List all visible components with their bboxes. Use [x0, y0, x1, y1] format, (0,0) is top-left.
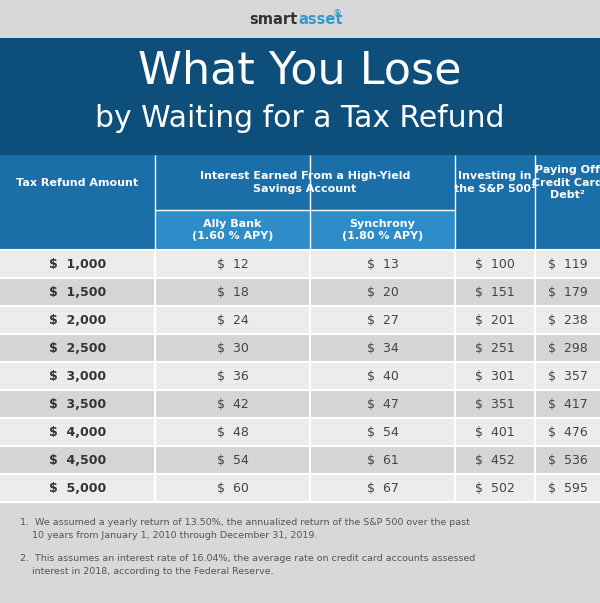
Text: $  2,000: $ 2,000 [49, 314, 106, 326]
Text: Investing in
the S&P 500¹: Investing in the S&P 500¹ [454, 171, 536, 194]
Bar [0, 334, 600, 362]
Text: $  452: $ 452 [475, 453, 515, 467]
Text: $  401: $ 401 [475, 426, 515, 438]
Text: $  1,500: $ 1,500 [49, 285, 106, 298]
Text: $  119: $ 119 [548, 257, 587, 271]
Text: $  54: $ 54 [217, 453, 248, 467]
Text: $  30: $ 30 [217, 341, 248, 355]
Text: $  2,500: $ 2,500 [49, 341, 106, 355]
Text: $  47: $ 47 [367, 397, 398, 411]
Text: Paying Off
Credit Card
Debt²: Paying Off Credit Card Debt² [532, 165, 600, 200]
Text: $  1,000: $ 1,000 [49, 257, 106, 271]
Text: $  3,500: $ 3,500 [49, 397, 106, 411]
Text: $  179: $ 179 [548, 285, 587, 298]
Bar [535, 210, 600, 250]
Bar [0, 474, 600, 502]
Text: $  24: $ 24 [217, 314, 248, 326]
Text: $  100: $ 100 [475, 257, 515, 271]
Text: 1.  We assumed a yearly return of 13.50%, the annualized return of the S&P 500 o: 1. We assumed a yearly return of 13.50%,… [20, 518, 470, 540]
Text: Ally Bank
(1.60 % APY): Ally Bank (1.60 % APY) [192, 219, 273, 241]
Text: 2.  This assumes an interest rate of 16.04%, the average rate on credit card acc: 2. This assumes an interest rate of 16.0… [20, 554, 475, 576]
Text: $  238: $ 238 [548, 314, 587, 326]
Bar [0, 362, 600, 390]
Text: by Waiting for a Tax Refund: by Waiting for a Tax Refund [95, 104, 505, 133]
Text: $  20: $ 20 [367, 285, 398, 298]
Text: $  417: $ 417 [548, 397, 587, 411]
Text: $  5,000: $ 5,000 [49, 482, 106, 494]
Bar [0, 38, 600, 155]
Text: Interest Earned From a High-Yield
Savings Account: Interest Earned From a High-Yield Saving… [200, 171, 410, 194]
Text: $  54: $ 54 [367, 426, 398, 438]
Text: $  12: $ 12 [217, 257, 248, 271]
Text: $  595: $ 595 [548, 482, 587, 494]
Bar [0, 210, 155, 250]
Bar [455, 210, 535, 250]
Text: $  60: $ 60 [217, 482, 248, 494]
Text: $  27: $ 27 [367, 314, 398, 326]
Text: $  4,500: $ 4,500 [49, 453, 106, 467]
Text: $  357: $ 357 [548, 370, 587, 382]
Text: $  251: $ 251 [475, 341, 515, 355]
Bar [0, 418, 600, 446]
Text: $  4,000: $ 4,000 [49, 426, 106, 438]
Text: $  298: $ 298 [548, 341, 587, 355]
Text: What You Lose: What You Lose [138, 49, 462, 92]
Text: $  40: $ 40 [367, 370, 398, 382]
Bar [0, 502, 600, 603]
Text: $  34: $ 34 [367, 341, 398, 355]
Bar [0, 306, 600, 334]
Bar [155, 210, 455, 250]
Text: $  3,000: $ 3,000 [49, 370, 106, 382]
Bar [0, 155, 600, 210]
Bar [0, 390, 600, 418]
Text: smart: smart [250, 11, 298, 27]
Text: $  61: $ 61 [367, 453, 398, 467]
Text: $  502: $ 502 [475, 482, 515, 494]
Bar [0, 278, 600, 306]
Text: $  48: $ 48 [217, 426, 248, 438]
Text: ®: ® [333, 10, 342, 19]
Text: $  536: $ 536 [548, 453, 587, 467]
Text: $  351: $ 351 [475, 397, 515, 411]
Text: $  67: $ 67 [367, 482, 398, 494]
Text: Synchrony
(1.80 % APY): Synchrony (1.80 % APY) [342, 219, 423, 241]
Bar [0, 446, 600, 474]
Text: $  18: $ 18 [217, 285, 248, 298]
Text: $  201: $ 201 [475, 314, 515, 326]
Text: $  151: $ 151 [475, 285, 515, 298]
Text: $  301: $ 301 [475, 370, 515, 382]
Text: $  36: $ 36 [217, 370, 248, 382]
Text: Tax Refund Amount: Tax Refund Amount [16, 177, 139, 188]
Text: $  13: $ 13 [367, 257, 398, 271]
Text: $  476: $ 476 [548, 426, 587, 438]
Bar [0, 250, 600, 278]
Text: $  42: $ 42 [217, 397, 248, 411]
Text: asset: asset [298, 11, 343, 27]
Bar [0, 0, 600, 38]
